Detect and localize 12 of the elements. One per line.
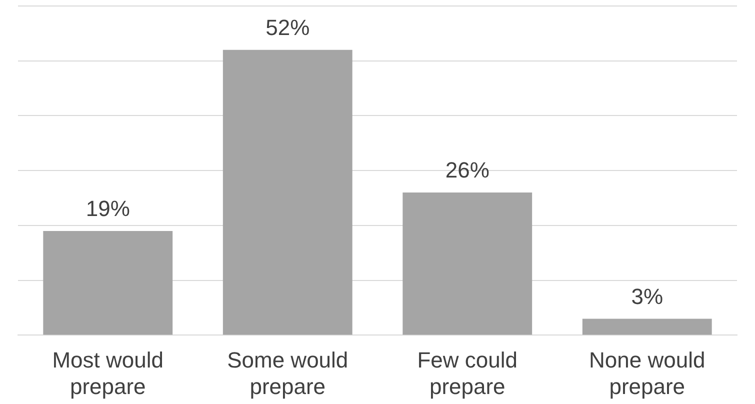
bar bbox=[43, 230, 173, 335]
data-label: 52% bbox=[266, 14, 310, 40]
bar bbox=[582, 318, 712, 335]
x-tick-label: Some would prepare bbox=[227, 347, 348, 399]
x-tick-label: Most would prepare bbox=[52, 347, 164, 399]
x-tick-label: None would prepare bbox=[589, 347, 706, 399]
data-label: 3% bbox=[631, 284, 664, 309]
x-tick-label: Few could prepare bbox=[417, 347, 518, 399]
bar bbox=[402, 192, 532, 335]
data-label: 19% bbox=[86, 196, 130, 222]
bar bbox=[222, 50, 352, 335]
data-label: 26% bbox=[445, 158, 490, 183]
